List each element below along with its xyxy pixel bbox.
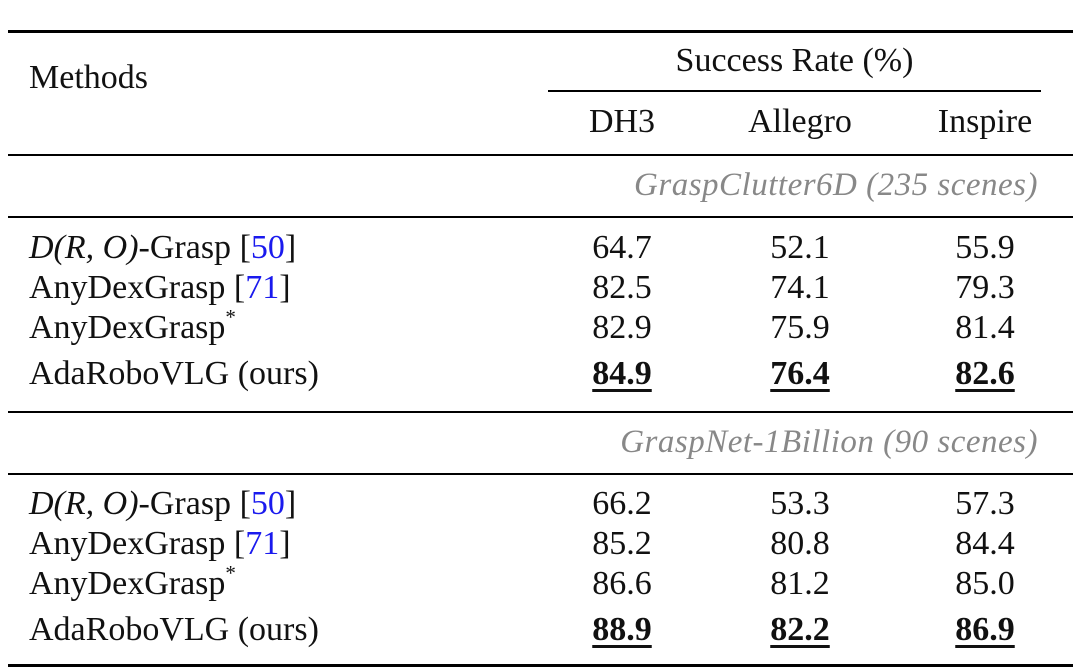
header-rule [8,154,1073,156]
section-title: GraspNet-1Billion (90 scenes) [620,424,1038,460]
value-inspire: 84.4 [955,525,1015,562]
citation-link[interactable]: 71 [245,269,280,306]
value-dh3: 64.7 [592,229,652,266]
value-inspire: 82.6 [955,355,1015,392]
value-inspire: 81.4 [955,309,1015,346]
value-inspire: 55.9 [955,229,1015,266]
mid-rule [8,411,1073,413]
value-allegro: 82.2 [770,611,830,648]
method-name: AnyDexGrasp [71] [29,269,291,306]
value-dh3: 82.9 [592,309,652,346]
value-dh3: 66.2 [592,485,652,522]
value-allegro: 81.2 [770,565,830,602]
top-rule [8,30,1073,33]
value-allegro: 52.1 [770,229,830,266]
value-inspire: 85.0 [955,565,1015,602]
citation-link[interactable]: 71 [245,525,280,562]
group-underline [548,90,1041,92]
value-dh3: 88.9 [592,611,652,648]
section1-rule [8,216,1073,218]
value-allegro: 80.8 [770,525,830,562]
section2-rule [8,473,1073,475]
bottom-rule [8,664,1073,667]
success-rate-header: Success Rate (%) [675,42,914,79]
value-allegro: 53.3 [770,485,830,522]
math-label: D(R, O) [29,485,139,522]
math-label: D(R, O) [29,229,139,266]
method-name: AnyDexGrasp* [29,304,236,346]
value-inspire: 86.9 [955,611,1015,648]
method-name: D(R, O)-Grasp [50] [29,485,297,522]
citation-link[interactable]: 50 [250,485,285,522]
value-allegro: 76.4 [770,355,830,392]
value-dh3: 85.2 [592,525,652,562]
value-allegro: 74.1 [770,269,830,306]
value-dh3: 86.6 [592,565,652,602]
column-header-allegro: Allegro [748,103,852,140]
method-name: AnyDexGrasp* [29,560,236,602]
column-header-inspire: Inspire [937,103,1033,140]
method-name: D(R, O)-Grasp [50] [29,229,297,266]
column-header-dh3: DH3 [588,103,656,140]
method-name: AnyDexGrasp [71] [29,525,291,562]
section-title: GraspClutter6D (235 scenes) [634,167,1038,203]
value-dh3: 82.5 [592,269,652,306]
value-allegro: 75.9 [770,309,830,346]
method-name: AdaRoboVLG (ours) [29,355,319,392]
methods-header: Methods [29,59,148,96]
value-inspire: 79.3 [955,269,1015,306]
value-inspire: 57.3 [955,485,1015,522]
value-dh3: 84.9 [592,355,652,392]
method-name: AdaRoboVLG (ours) [29,611,319,648]
citation-link[interactable]: 50 [250,229,285,266]
